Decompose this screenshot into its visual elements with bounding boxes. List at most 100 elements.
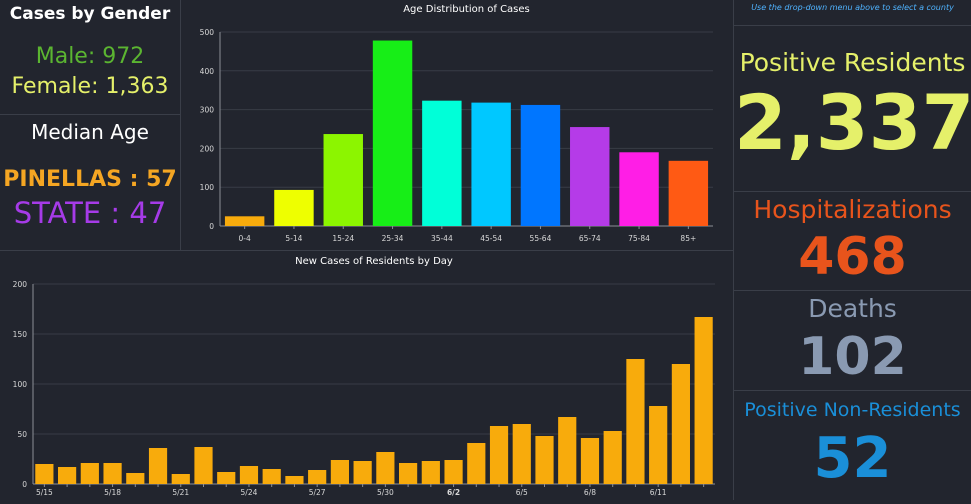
bar: [80, 463, 99, 484]
bar: [626, 359, 645, 484]
x-tick-label: 5/21: [172, 488, 189, 497]
bar: [194, 447, 213, 484]
non-residents-label: Positive Non-Residents: [744, 399, 961, 421]
x-tick-label: 5/30: [377, 488, 394, 497]
bar: [376, 452, 395, 484]
pinellas-median-age: PINELLAS : 57: [3, 167, 177, 192]
x-tick-label: 65-74: [579, 234, 601, 243]
bar: [444, 460, 463, 484]
bar: [239, 466, 259, 484]
kpi-divider-1: [734, 191, 971, 192]
bar: [274, 189, 314, 226]
gender-panel: Cases by Gender Male: 972 Female: 1,363 …: [0, 0, 180, 250]
bar: [668, 160, 709, 226]
x-tick-label: 5/27: [309, 488, 326, 497]
bar: [489, 426, 509, 484]
kpi-divider-2: [734, 290, 971, 291]
gender-divider: [0, 114, 180, 115]
hospitalizations-label: Hospitalizations: [753, 195, 952, 224]
y-tick-label: 300: [200, 106, 215, 115]
x-tick-label: 6/8: [584, 488, 596, 497]
y-tick-label: 200: [200, 144, 215, 153]
bar: [580, 438, 600, 484]
bar: [58, 467, 77, 484]
x-tick-label: 5-14: [285, 234, 302, 243]
bar: [694, 317, 713, 484]
x-tick-label: 5/18: [104, 488, 121, 497]
bar: [603, 431, 622, 484]
x-tick-label: 5/15: [36, 488, 53, 497]
kpi-panel: Use the drop-down menu above to select a…: [734, 0, 971, 500]
panel-divider-vertical: [180, 0, 181, 250]
daily-cases-svg: New Cases of Residents by Day 0 50 100 150 20…: [13, 256, 715, 497]
age-distribution-svg: Age Distribution of Cases 0 100 200 300 400 50…: [200, 4, 713, 243]
bar: [103, 463, 122, 484]
bar: [372, 40, 413, 227]
bar: [535, 436, 554, 484]
bar: [422, 100, 462, 226]
x-tick-label: 6/5: [516, 488, 528, 497]
state-median-age: STATE : 47: [13, 196, 167, 230]
bar: [471, 102, 511, 226]
bar: [353, 461, 372, 484]
hospitalizations-value: 468: [798, 227, 907, 287]
deaths-label: Deaths: [808, 294, 897, 323]
daily-cases-chart: New Cases of Residents by Day 0 50 100 150 20…: [0, 251, 733, 500]
median-age-title: Median Age: [31, 120, 149, 144]
bar: [649, 406, 668, 484]
female-count: Female: 1,363: [11, 74, 169, 99]
kpi-divider: [733, 0, 734, 500]
x-tick-label: 6/11: [650, 488, 667, 497]
bar: [512, 424, 531, 484]
bar: [308, 470, 327, 484]
bar: [126, 473, 145, 484]
bar: [285, 476, 304, 484]
bar: [224, 216, 265, 226]
bar: [148, 448, 168, 484]
y-tick-label: 150: [13, 330, 28, 339]
y-tick-label: 100: [200, 183, 215, 192]
bar: [619, 152, 659, 226]
x-tick-label: 6/2: [447, 488, 460, 497]
bar: [323, 134, 363, 226]
non-residents-value: 52: [813, 426, 892, 491]
x-tick-label: 15-24: [332, 234, 354, 243]
bar: [262, 469, 281, 484]
panel-divider-horizontal: [0, 250, 733, 251]
male-count: Male: 972: [35, 44, 145, 69]
bar: [171, 474, 190, 484]
x-tick-label: 45-54: [480, 234, 502, 243]
gender-panel-title: Cases by Gender: [9, 4, 171, 24]
bar: [671, 364, 690, 484]
y-tick-label: 0: [22, 480, 27, 489]
positive-residents-label: Positive Residents: [739, 48, 966, 77]
county-select-hint: Use the drop-down menu above to select a…: [751, 3, 954, 12]
x-tick-label: 5/24: [241, 488, 258, 497]
y-tick-label: 50: [17, 430, 27, 439]
y-tick-label: 0: [209, 222, 214, 231]
positive-residents-value: 2,337: [734, 78, 971, 167]
bar: [399, 463, 418, 484]
y-tick-label: 200: [13, 280, 28, 289]
bar: [520, 104, 561, 226]
x-tick-label: 0-4: [239, 234, 251, 243]
age-distribution-chart: Age Distribution of Cases 0 100 200 300 400 50…: [181, 0, 733, 250]
bar: [330, 460, 349, 484]
bar: [558, 417, 577, 484]
chart-title: Age Distribution of Cases: [403, 4, 530, 15]
x-tick-label: 85+: [680, 234, 696, 243]
y-tick-label: 100: [13, 380, 28, 389]
bar: [570, 127, 610, 226]
x-tick-label: 25-34: [382, 234, 404, 243]
chart-title: New Cases of Residents by Day: [295, 256, 453, 267]
bar: [217, 472, 236, 484]
bar: [467, 443, 486, 484]
y-tick-label: 500: [200, 28, 215, 37]
x-tick-label: 55-64: [530, 234, 552, 243]
kpi-top-divider: [734, 25, 971, 26]
deaths-value: 102: [798, 327, 907, 387]
bar: [421, 461, 440, 484]
kpi-divider-3: [734, 390, 971, 391]
x-tick-label: 75-84: [628, 234, 650, 243]
bar: [35, 464, 54, 484]
